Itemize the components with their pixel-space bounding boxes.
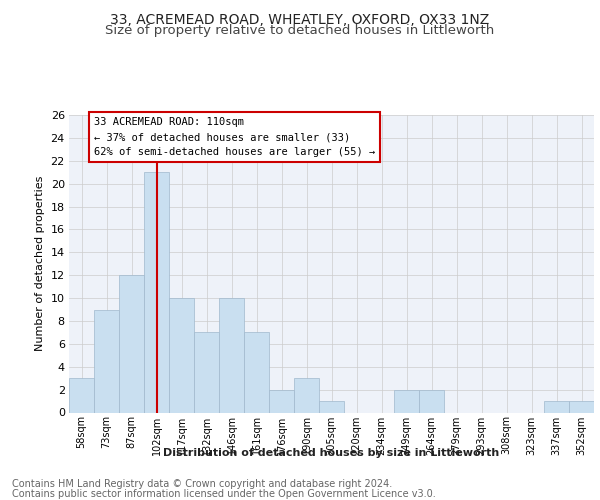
Bar <box>544 401 569 412</box>
Bar <box>94 310 119 412</box>
Bar <box>194 332 219 412</box>
Bar <box>294 378 319 412</box>
Bar <box>144 172 169 412</box>
Text: Distribution of detached houses by size in Littleworth: Distribution of detached houses by size … <box>163 448 500 458</box>
Y-axis label: Number of detached properties: Number of detached properties <box>35 176 45 352</box>
Bar <box>419 390 444 412</box>
Text: 33, ACREMEAD ROAD, WHEATLEY, OXFORD, OX33 1NZ: 33, ACREMEAD ROAD, WHEATLEY, OXFORD, OX3… <box>110 12 490 26</box>
Bar <box>69 378 94 412</box>
Text: Contains HM Land Registry data © Crown copyright and database right 2024.: Contains HM Land Registry data © Crown c… <box>12 479 392 489</box>
Bar <box>319 401 344 412</box>
Bar <box>269 390 294 412</box>
Bar <box>169 298 194 412</box>
Bar <box>569 401 594 412</box>
Bar <box>119 275 144 412</box>
Text: 33 ACREMEAD ROAD: 110sqm
← 37% of detached houses are smaller (33)
62% of semi-d: 33 ACREMEAD ROAD: 110sqm ← 37% of detach… <box>94 118 375 157</box>
Bar <box>394 390 419 412</box>
Text: Contains public sector information licensed under the Open Government Licence v3: Contains public sector information licen… <box>12 489 436 499</box>
Bar <box>244 332 269 412</box>
Bar <box>219 298 244 412</box>
Text: Size of property relative to detached houses in Littleworth: Size of property relative to detached ho… <box>106 24 494 37</box>
